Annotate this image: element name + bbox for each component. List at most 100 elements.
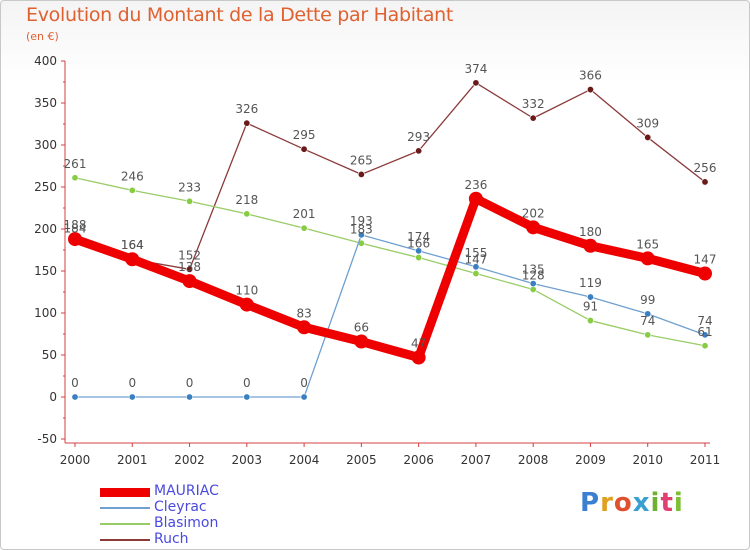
proxiti-logo: Proxiti [580, 488, 684, 518]
data-point [357, 231, 365, 239]
x-tick-label: 2005 [346, 453, 377, 467]
data-label: 147 [464, 253, 487, 267]
x-tick-label: 2010 [632, 453, 663, 467]
data-label: 374 [464, 62, 487, 76]
data-point [300, 393, 308, 401]
data-point [71, 393, 79, 401]
data-label: 0 [128, 376, 136, 390]
legend-swatch [100, 507, 150, 509]
x-tick-label: 2002 [174, 453, 205, 467]
data-label: 193 [350, 214, 373, 228]
data-point [698, 266, 712, 281]
data-label: 202 [522, 206, 545, 220]
chart-title: Evolution du Montant de la Dette par Hab… [26, 4, 454, 26]
series-mauriac [68, 191, 712, 365]
data-label: 152 [178, 248, 201, 262]
series-line [74, 177, 706, 347]
data-point [182, 274, 197, 289]
data-point [701, 178, 709, 186]
y-tick-label: 300 [34, 138, 57, 152]
data-point [526, 220, 541, 235]
data-label: 119 [579, 276, 602, 290]
data-label: 83 [296, 306, 311, 320]
data-label: 164 [121, 238, 144, 252]
data-label: 74 [640, 314, 655, 328]
data-point [529, 114, 537, 122]
chart-subtitle: (en €) [26, 30, 59, 43]
data-label: 236 [464, 178, 487, 192]
data-point [701, 331, 709, 339]
data-point [68, 232, 82, 247]
series-line [74, 234, 706, 398]
legend-item-blasimon: Blasimon [100, 515, 320, 532]
data-label: 165 [636, 237, 659, 251]
data-point [186, 197, 194, 205]
data-point [472, 79, 480, 87]
x-tick-label: 2003 [232, 453, 263, 467]
data-point [71, 174, 79, 182]
data-point [297, 320, 312, 335]
data-label: 233 [178, 180, 201, 194]
data-point [243, 119, 251, 127]
y-tick-label: 50 [42, 348, 57, 362]
y-tick-label: 100 [34, 306, 57, 320]
chart-axes: -50 0 50 100 150 200 250 300 350 400 2000 2001 2002 2… [34, 54, 720, 467]
series-ruch [71, 79, 709, 273]
data-point [644, 133, 652, 141]
x-tick-label: 2001 [117, 453, 148, 467]
x-tick-label: 2009 [575, 453, 606, 467]
y-tick-label: 200 [34, 222, 57, 236]
legend-label: MAURIAC [154, 483, 219, 499]
legend-swatch [100, 487, 150, 497]
data-point [529, 280, 537, 288]
series-line [70, 194, 710, 363]
legend-item-cleyrac: Cleyrac [100, 499, 320, 516]
data-point [586, 86, 594, 94]
data-point [411, 350, 426, 365]
legend-label: Ruch [154, 531, 189, 547]
legend-swatch [100, 523, 150, 525]
series-line [74, 82, 706, 270]
data-point [300, 224, 308, 232]
data-point [239, 297, 254, 312]
data-label: 110 [235, 284, 258, 298]
data-label: 166 [407, 237, 430, 251]
legend-item-ruch: Ruch [100, 531, 320, 548]
data-label: 256 [694, 161, 717, 175]
data-label: 0 [300, 376, 308, 390]
data-point [186, 265, 194, 273]
series-cleyrac [71, 231, 709, 401]
series-layer [68, 79, 712, 401]
data-point [125, 252, 140, 267]
y-tick-label: 400 [34, 54, 57, 68]
data-point [243, 210, 251, 218]
y-tick-label: 150 [34, 264, 57, 278]
data-point [243, 393, 251, 401]
data-label: 184 [64, 221, 87, 235]
data-point [186, 393, 194, 401]
data-point [583, 238, 598, 253]
data-point [586, 317, 594, 325]
x-tick-label: 2006 [403, 453, 434, 467]
legend-label: Cleyrac [154, 499, 207, 515]
data-label: 326 [235, 102, 258, 116]
data-label: 164 [121, 238, 144, 252]
data-point [701, 342, 709, 350]
y-tick-label: 0 [49, 390, 57, 404]
data-point [128, 393, 136, 401]
data-label: 201 [293, 207, 316, 221]
data-point [644, 331, 652, 339]
legend-swatch [100, 539, 150, 541]
data-label: 0 [243, 376, 251, 390]
data-label: 0 [71, 376, 79, 390]
data-label: 138 [178, 260, 201, 274]
data-label: 47 [411, 337, 426, 351]
data-label: 128 [522, 268, 545, 282]
x-tick-label: 2007 [461, 453, 492, 467]
data-label: 293 [407, 130, 430, 144]
data-label: 295 [293, 128, 316, 142]
data-label: 91 [583, 300, 598, 314]
data-label: 309 [636, 116, 659, 130]
